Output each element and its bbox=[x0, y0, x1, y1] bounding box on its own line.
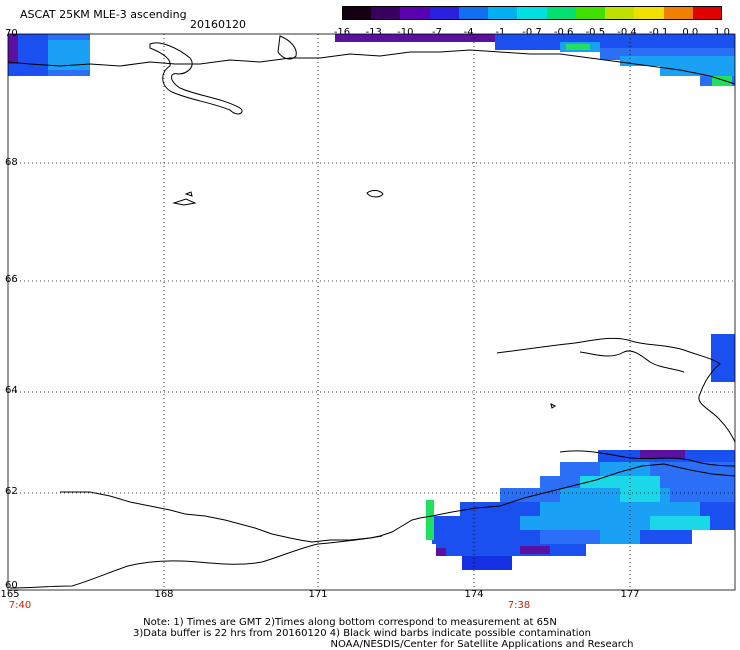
map-frame bbox=[7, 33, 736, 591]
lon-label-165: 165 bbox=[0, 589, 20, 600]
swath-cell bbox=[650, 516, 710, 530]
colorbar-label: -0.6 bbox=[553, 27, 574, 38]
colorbar-swatch bbox=[517, 6, 548, 20]
note-line-2: 3)Data buffer is 22 hrs from 20160120 4)… bbox=[133, 628, 591, 639]
colorbar-label: -4 bbox=[463, 27, 474, 38]
colorbar-swatch bbox=[458, 6, 489, 20]
colorbar-label: -0.4 bbox=[617, 27, 637, 38]
lat-lon-grid bbox=[8, 34, 735, 590]
colorbar-swatch bbox=[575, 6, 606, 20]
map-title: ASCAT 25KM MLE-3 ascending bbox=[20, 8, 187, 21]
colorbar-label: -13 bbox=[365, 27, 382, 38]
lon-label-177: 177 bbox=[620, 589, 640, 600]
colorbar-label: -16 bbox=[333, 27, 351, 38]
lat-label-62: 62 bbox=[5, 486, 18, 497]
lat-label-68: 68 bbox=[5, 157, 18, 168]
colorbar-swatch bbox=[605, 6, 635, 20]
swath-cell bbox=[335, 34, 495, 42]
colorbar-swatch bbox=[488, 6, 518, 20]
lat-label-66: 66 bbox=[5, 274, 18, 285]
swath-cell bbox=[600, 530, 640, 544]
swath-data bbox=[8, 34, 735, 570]
colorbar-label: -10 bbox=[397, 27, 414, 38]
swath-cell bbox=[540, 502, 700, 516]
swath-cell bbox=[640, 450, 685, 458]
map-date: 20160120 bbox=[190, 18, 246, 31]
lat-label-64: 64 bbox=[5, 385, 18, 396]
colorbar-swatch bbox=[400, 6, 431, 20]
swath-cell bbox=[580, 476, 660, 488]
colorbar-label: -0.5 bbox=[585, 27, 606, 38]
swath-cell bbox=[660, 66, 735, 76]
colorbar-swatch bbox=[429, 6, 460, 20]
swath-cell bbox=[600, 462, 650, 476]
colorbar-label: -0.7 bbox=[522, 27, 542, 38]
lat-label-70: 70 bbox=[5, 28, 18, 39]
swath-cell bbox=[620, 56, 735, 66]
swath-cell bbox=[436, 548, 446, 556]
swath-cell bbox=[712, 76, 732, 86]
lon-label-174: 174 bbox=[464, 589, 484, 600]
swath-cell bbox=[495, 34, 735, 50]
lon-label-168: 168 bbox=[154, 589, 174, 600]
colorbar-swatch bbox=[546, 6, 577, 20]
colorbar-label: -7 bbox=[432, 27, 442, 38]
swath-cell bbox=[520, 546, 550, 554]
colorbar-swatch bbox=[634, 6, 665, 20]
colorbar-swatch bbox=[371, 6, 401, 20]
colorbar-label: -1 bbox=[495, 27, 506, 38]
lat-label-60: 60 bbox=[5, 580, 18, 591]
swath-cell bbox=[620, 488, 660, 502]
lon-label-171: 171 bbox=[308, 589, 328, 600]
swath-cell bbox=[711, 334, 735, 382]
note-line-3: NOAA/NESDIS/Center for Satellite Applica… bbox=[330, 639, 634, 650]
swath-cell bbox=[462, 556, 512, 570]
swath-cell bbox=[436, 544, 586, 556]
swath-cell bbox=[566, 44, 590, 50]
coastline bbox=[7, 35, 736, 589]
colorbar-swatch bbox=[342, 6, 372, 20]
colorbar-label: -0.1 bbox=[648, 27, 669, 38]
swath-cell bbox=[426, 500, 434, 540]
colorbar-swatch bbox=[663, 6, 694, 20]
time-label-right: 7:38 bbox=[507, 600, 531, 611]
colorbar-frame bbox=[342, 6, 722, 20]
time-label-left: 7:40 bbox=[8, 600, 32, 611]
colorbar-label: 1.0 bbox=[714, 27, 730, 38]
swath-cell bbox=[520, 516, 690, 530]
swath-cell bbox=[8, 34, 18, 64]
colorbar-label: 0.0 bbox=[682, 27, 699, 38]
note-line-1: Note: 1) Times are GMT 2)Times along bot… bbox=[143, 617, 557, 628]
colorbar-swatch bbox=[692, 6, 723, 20]
